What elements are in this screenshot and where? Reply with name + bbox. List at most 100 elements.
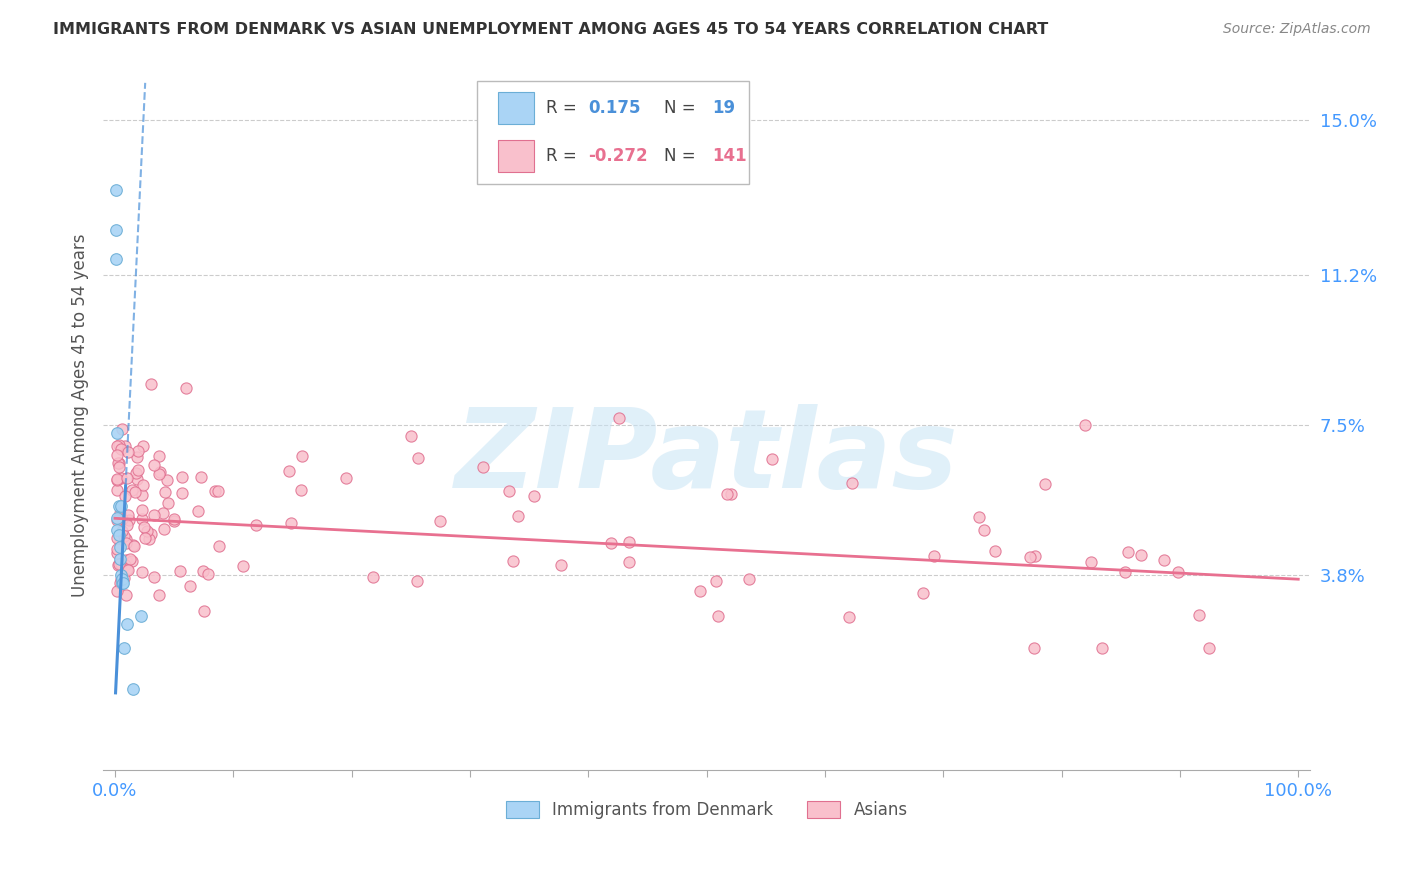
Point	[110, 524, 132, 539]
Point	[122, 538, 145, 552]
Point	[619, 535, 641, 549]
Point	[502, 554, 524, 568]
Point	[107, 527, 129, 541]
Text: ZIPatlas: ZIPatlas	[454, 404, 959, 511]
Point	[335, 471, 357, 485]
Point	[1019, 549, 1042, 564]
Point	[117, 445, 139, 459]
Point	[153, 485, 176, 500]
Point	[1022, 641, 1045, 656]
Point	[134, 531, 156, 545]
Point	[107, 558, 129, 573]
Point	[163, 514, 186, 528]
Point	[115, 518, 138, 533]
Point	[1080, 555, 1102, 569]
Point	[153, 522, 176, 536]
Point	[110, 471, 132, 485]
Point	[707, 609, 730, 624]
Point	[170, 485, 193, 500]
Point	[838, 610, 860, 624]
Point	[973, 523, 995, 537]
Point	[399, 429, 422, 443]
Legend: Immigrants from Denmark, Asians: Immigrants from Denmark, Asians	[499, 794, 914, 826]
Point	[132, 439, 155, 453]
Point	[152, 506, 174, 520]
Point	[105, 546, 128, 560]
Point	[110, 442, 132, 456]
Point	[405, 574, 427, 588]
Point	[148, 450, 170, 464]
Point	[117, 508, 139, 522]
Point	[110, 568, 132, 582]
Bar	[498, 140, 534, 172]
Point	[121, 554, 143, 568]
Point	[105, 472, 128, 486]
Point	[163, 512, 186, 526]
Point	[110, 576, 132, 591]
Point	[149, 465, 172, 479]
Point	[204, 483, 226, 498]
Point	[127, 463, 149, 477]
Point	[131, 565, 153, 579]
Point	[607, 411, 630, 425]
Point	[179, 579, 201, 593]
Point	[112, 571, 135, 585]
Point	[841, 476, 863, 491]
Point	[361, 570, 384, 584]
Point	[125, 450, 148, 464]
Point	[523, 489, 546, 503]
Point	[429, 515, 451, 529]
Point	[617, 556, 640, 570]
Point	[1153, 553, 1175, 567]
Point	[169, 564, 191, 578]
Point	[108, 438, 131, 452]
Point	[105, 223, 128, 237]
Point	[406, 451, 429, 466]
Point	[280, 516, 302, 530]
Point	[105, 440, 128, 454]
Point	[129, 608, 152, 623]
Point	[197, 566, 219, 581]
Point	[105, 541, 128, 556]
Point	[1198, 641, 1220, 656]
Point	[105, 524, 128, 538]
Point	[108, 558, 131, 572]
Point	[105, 531, 128, 545]
Point	[922, 549, 945, 563]
Point	[138, 532, 160, 546]
Point	[110, 572, 132, 586]
Point	[105, 583, 128, 598]
Point	[1033, 476, 1056, 491]
Point	[131, 512, 153, 526]
Point	[508, 508, 530, 523]
Point	[245, 518, 267, 533]
Point	[111, 512, 134, 526]
Point	[1118, 544, 1140, 558]
Point	[105, 483, 128, 497]
Point	[716, 487, 738, 501]
Point	[131, 487, 153, 501]
Text: R =: R =	[546, 99, 582, 118]
Point	[112, 641, 135, 656]
Point	[117, 563, 139, 577]
Point	[141, 526, 163, 541]
Point	[108, 534, 131, 549]
Point	[115, 616, 138, 631]
Point	[110, 499, 132, 513]
Point	[114, 439, 136, 453]
Point	[131, 503, 153, 517]
Point	[1188, 607, 1211, 622]
Text: -0.272: -0.272	[588, 147, 648, 165]
Point	[737, 572, 759, 586]
Point	[761, 452, 783, 467]
Text: N =: N =	[665, 99, 702, 118]
Point	[105, 513, 128, 527]
Point	[108, 552, 131, 566]
Point	[121, 483, 143, 497]
Point	[984, 544, 1007, 558]
Point	[174, 381, 197, 395]
Point	[127, 444, 149, 458]
Text: 141: 141	[713, 147, 747, 165]
Point	[1074, 417, 1097, 432]
Point	[291, 449, 314, 463]
